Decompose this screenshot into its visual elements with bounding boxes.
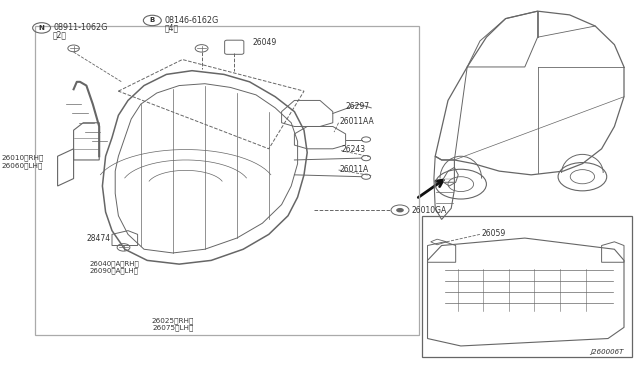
Text: 26025（RH）: 26025（RH） bbox=[152, 317, 194, 324]
Text: 26011AA: 26011AA bbox=[339, 117, 374, 126]
Circle shape bbox=[396, 208, 404, 212]
Text: （2）: （2） bbox=[53, 30, 67, 39]
Text: 26049: 26049 bbox=[253, 38, 277, 46]
Text: N: N bbox=[38, 25, 45, 31]
Text: 26059: 26059 bbox=[481, 229, 506, 238]
Text: 26010GA: 26010GA bbox=[412, 206, 447, 215]
Text: J260006T: J260006T bbox=[591, 349, 624, 355]
Text: 28474: 28474 bbox=[86, 234, 111, 243]
Text: 26040＋A（RH）: 26040＋A（RH） bbox=[90, 261, 140, 267]
Text: 26243: 26243 bbox=[342, 145, 366, 154]
Text: 26297: 26297 bbox=[346, 102, 370, 110]
Text: 26090＋A（LH）: 26090＋A（LH） bbox=[90, 267, 139, 274]
Text: 08911-1062G: 08911-1062G bbox=[53, 23, 108, 32]
Text: 26010（RH）: 26010（RH） bbox=[1, 155, 44, 161]
Text: 08146-6162G: 08146-6162G bbox=[164, 16, 219, 25]
Text: B: B bbox=[150, 17, 155, 23]
Text: 26060（LH）: 26060（LH） bbox=[1, 162, 43, 169]
Text: 26011A: 26011A bbox=[339, 165, 369, 174]
Text: （4）: （4） bbox=[164, 23, 179, 32]
Text: 26075（LH）: 26075（LH） bbox=[152, 324, 193, 331]
